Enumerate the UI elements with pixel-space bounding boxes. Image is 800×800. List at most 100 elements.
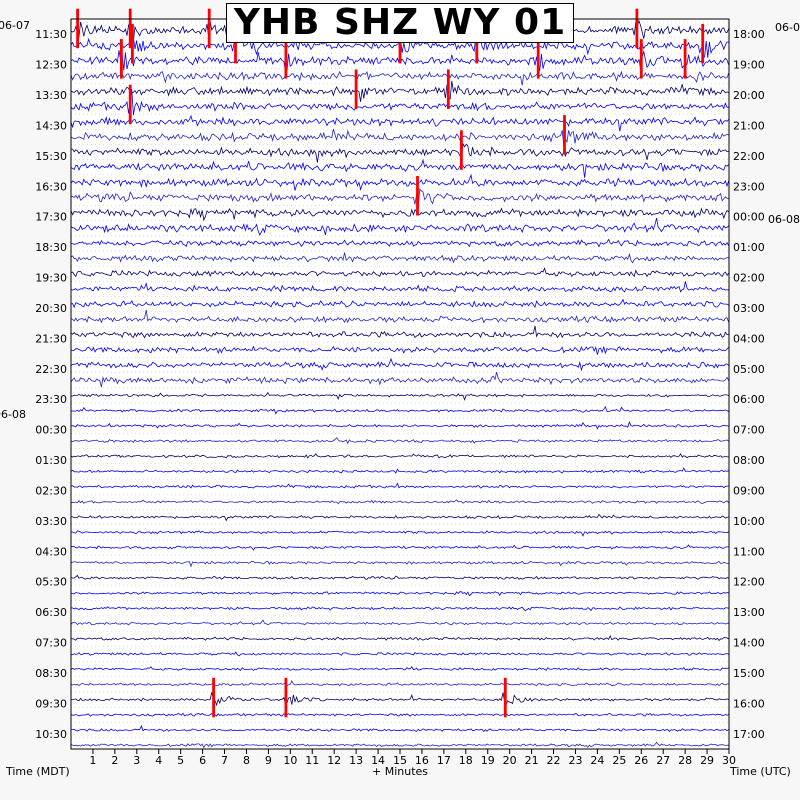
x-tick-label: 30 — [722, 754, 736, 767]
trace-row — [70, 372, 729, 388]
x-tick-label: 23 — [568, 754, 582, 767]
left-tick-label: 18:30 — [35, 241, 67, 254]
x-axis-label: + Minutes — [372, 765, 429, 778]
left-tick-label: 02:30 — [35, 485, 67, 498]
x-tick-label: 24 — [590, 754, 604, 767]
clip-marker — [536, 39, 540, 79]
right-tick-label: 03:00 — [733, 302, 765, 315]
left-tick-label: 08:30 — [35, 667, 67, 680]
trace-row — [71, 651, 729, 657]
trace-row — [70, 741, 729, 749]
left-tick-label: 14:30 — [35, 120, 67, 133]
right-tick-label: 09:00 — [733, 485, 765, 498]
left-tick-label: 16:30 — [35, 180, 67, 193]
clip-marker — [635, 8, 639, 49]
trace-row — [70, 437, 729, 445]
right-tick-label: 07:00 — [733, 424, 765, 437]
x-tick-label: 14 — [371, 754, 385, 767]
clip-marker — [639, 39, 643, 79]
trace-row — [70, 325, 729, 339]
right-tick-label: 11:00 — [733, 545, 765, 558]
trace-row — [70, 218, 729, 236]
trace-row — [70, 606, 729, 612]
right-tick-label: 22:00 — [733, 150, 765, 163]
x-tick-label: 6 — [199, 754, 206, 767]
x-tick-label: 10 — [283, 754, 297, 767]
right-date-label: 06-08 — [768, 213, 800, 226]
trace-row — [70, 405, 729, 415]
trace-group — [70, 19, 729, 749]
trace-row — [70, 574, 729, 580]
x-tick-label: 20 — [503, 754, 517, 767]
trace-row — [70, 345, 729, 355]
left-date-label: 06-07 — [0, 19, 30, 32]
trace-row — [70, 173, 729, 191]
clip-marker — [234, 23, 237, 64]
clip-marker — [446, 69, 450, 109]
x-tick-label: 18 — [459, 754, 473, 767]
clip-marker — [503, 677, 507, 718]
x-tick-label: 13 — [349, 754, 363, 767]
x-tick-label: 19 — [481, 754, 495, 767]
right-tick-label: 00:00 — [733, 211, 765, 224]
right-tick-label: 02:00 — [733, 272, 765, 285]
clip-marker — [398, 23, 402, 64]
left-axis: 11:30 12:30 13:30 14:30 15:30 16:30 17:30 18:30… — [0, 19, 67, 741]
x-tick-label: 9 — [265, 754, 272, 767]
trace-row — [70, 530, 729, 537]
clip-marker — [683, 39, 687, 79]
clip-marker — [76, 8, 79, 49]
trace-row — [70, 281, 729, 293]
chart-title: YHB SHZ WY 01 — [226, 3, 574, 43]
trace-row — [70, 679, 729, 687]
left-tick-label: 13:30 — [35, 89, 67, 102]
clip-marker — [128, 8, 132, 49]
trace-row — [70, 207, 729, 222]
x-tick-label: 7 — [221, 754, 228, 767]
right-tick-label: 14:00 — [733, 637, 765, 650]
clip-marker — [416, 176, 419, 216]
clip-marker — [460, 130, 463, 170]
right-tick-label: 05:00 — [733, 363, 765, 376]
x-tick-label: 15 — [393, 754, 407, 767]
right-tick-label: 10:00 — [733, 515, 765, 528]
trace-row — [70, 252, 729, 264]
trace-row — [70, 298, 729, 309]
clip-marker — [120, 39, 123, 79]
x-tick-label: 16 — [415, 754, 429, 767]
x-tick-label: 3 — [133, 754, 140, 767]
x-tick-label: 2 — [111, 754, 118, 767]
left-tick-label: 00:30 — [35, 424, 67, 437]
left-tick-label: 07:30 — [35, 637, 67, 650]
trace-row — [70, 560, 729, 568]
clip-marker — [354, 69, 358, 109]
trace-row — [70, 665, 729, 671]
trace-row — [70, 267, 729, 278]
trace-row — [70, 80, 729, 102]
trace-row — [70, 499, 729, 505]
left-tick-label: 20:30 — [35, 302, 67, 315]
left-tick-label: 04:30 — [35, 545, 67, 558]
left-tick-label: 01:30 — [35, 454, 67, 467]
right-tick-label: 06:00 — [733, 393, 765, 406]
x-tick-label: 5 — [177, 754, 184, 767]
clip-marker — [284, 39, 288, 79]
left-tick-label: 03:30 — [35, 515, 67, 528]
left-tick-label: 12:30 — [35, 59, 67, 72]
left-tick-label: 09:30 — [35, 697, 67, 710]
trace-row — [70, 357, 729, 372]
trace-row — [70, 70, 729, 86]
plot-area — [71, 19, 729, 749]
trace-row — [70, 89, 729, 116]
trace-row — [71, 142, 729, 163]
left-tick-label: 05:30 — [35, 576, 67, 589]
trace-row — [70, 692, 729, 707]
trace-row — [70, 619, 729, 626]
right-axis: 18:00 19:00 20:00 21:00 22:00 23:00 00:00 01:00… — [733, 21, 800, 741]
left-tick-label: 06:30 — [35, 606, 67, 619]
x-tick-label: 4 — [155, 754, 162, 767]
trace-row — [70, 482, 729, 489]
x-tick-label: 22 — [547, 754, 561, 767]
trace-row — [70, 158, 729, 178]
